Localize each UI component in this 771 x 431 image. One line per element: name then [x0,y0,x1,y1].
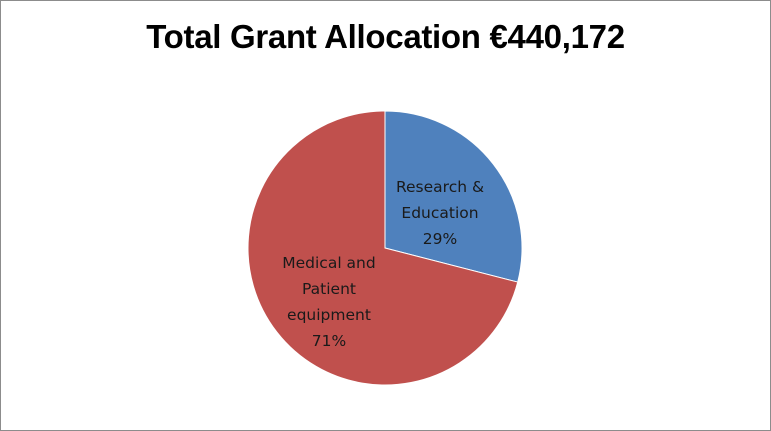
chart-title: Total Grant Allocation €440,172 [146,18,625,55]
pie-slice-1 [384,110,523,283]
slice-label-2: Medical and Patient equipment 71% [282,254,375,350]
slice-label-1: Research & Education 29% [396,178,484,248]
pie-slice-2 [247,110,519,386]
